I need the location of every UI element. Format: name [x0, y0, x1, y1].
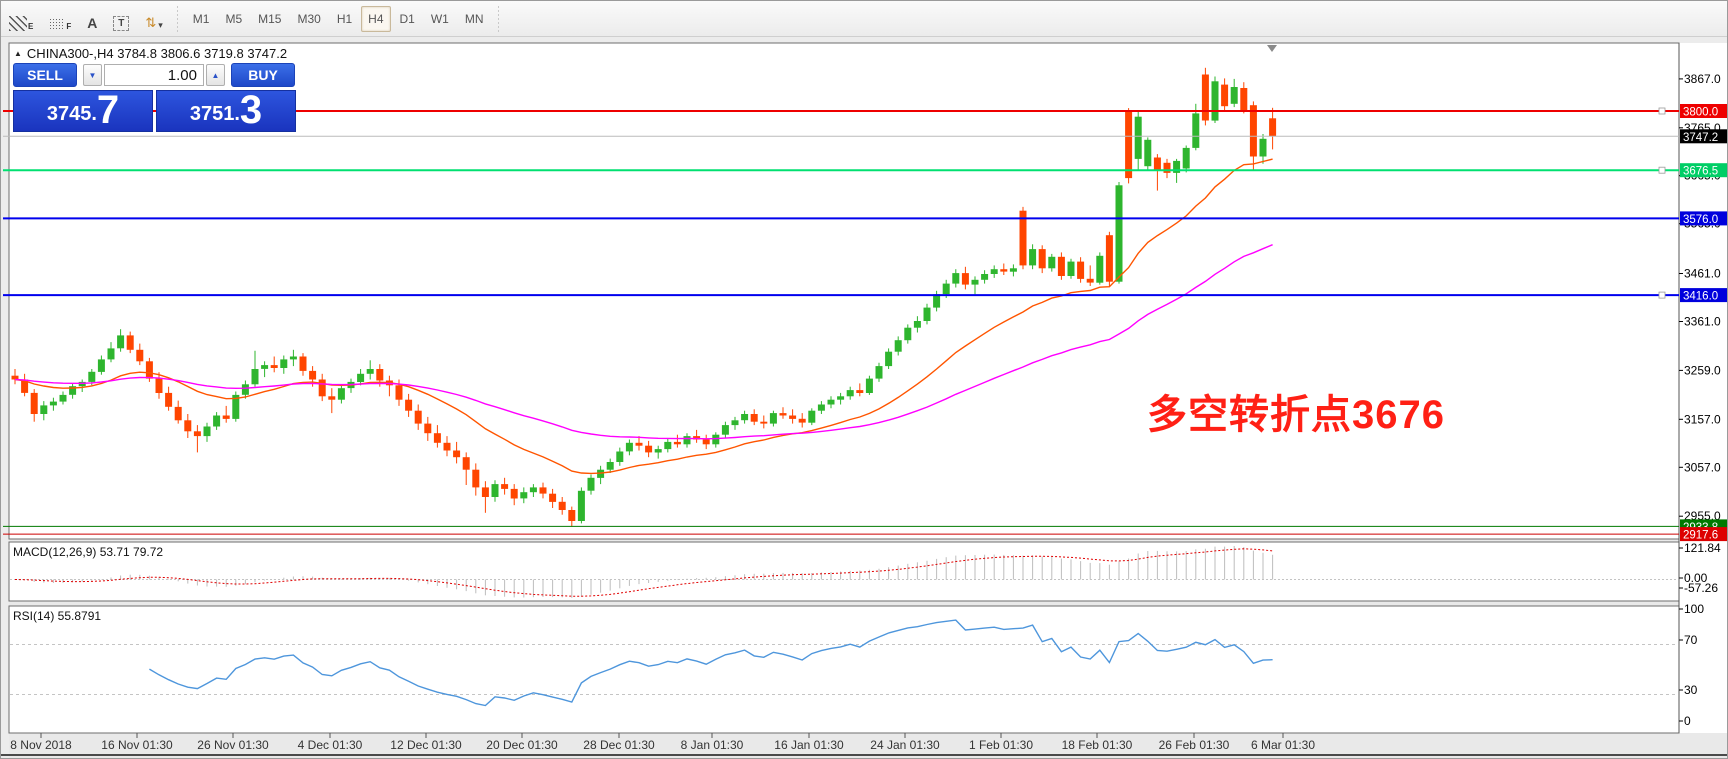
- timeframe-M15-button[interactable]: M15: [258, 11, 282, 26]
- buy-price-display[interactable]: 3751. 3: [156, 90, 296, 132]
- tool-grid-dots-button[interactable]: F: [42, 6, 78, 32]
- timeframe-M1-button[interactable]: M1: [192, 11, 210, 26]
- volume-input[interactable]: [104, 64, 204, 86]
- price-axis-column: [1679, 43, 1727, 733]
- symbol-ohlc-text: CHINA300-,H4 3784.8 3806.6 3719.8 3747.2: [26, 46, 288, 61]
- chart-annotation-text: 多空转折点3676: [1147, 393, 1445, 437]
- dot-grid-icon: [49, 17, 66, 31]
- time-tick-label: 28 Dec 01:30: [583, 738, 655, 752]
- toolbar-separator: [495, 5, 502, 32]
- price-badge-2917.6: [1680, 527, 1727, 542]
- sell-price-big-digit: 7: [96, 88, 120, 132]
- collapse-triangle-icon[interactable]: ▲: [14, 49, 22, 58]
- tool-text-label-button[interactable]: A: [80, 6, 104, 32]
- one-click-trade-panel: SELL ▼ ▲ BUY 3745.7 3751.3: [13, 63, 299, 132]
- timeframe-M30-button[interactable]: M30: [297, 11, 321, 26]
- toolbar-gap: [1, 37, 1727, 43]
- timeframe-H1-button[interactable]: H1: [336, 11, 353, 26]
- timeframe-W1-button[interactable]: W1: [430, 11, 449, 26]
- buy-price-main: 3751: [189, 103, 235, 125]
- chart-symbol-header: ▲ CHINA300-,H4 3784.8 3806.6 3719.8 3747…: [14, 46, 287, 61]
- time-tick-label: 8 Jan 01:30: [681, 738, 744, 752]
- timeframe-M5-button[interactable]: M5: [225, 11, 243, 26]
- volume-increase-button[interactable]: ▲: [206, 64, 225, 86]
- price-tick-label: 3259.0: [1684, 363, 1721, 377]
- buy-price-big-digit: 3: [239, 88, 263, 132]
- time-tick-label: 26 Feb 01:30: [1159, 738, 1230, 752]
- price-badge-3676.5: [1680, 163, 1727, 178]
- timeframe-D1-button[interactable]: D1: [399, 11, 415, 26]
- sell-price-dot: .: [91, 103, 97, 125]
- timeframe-MN-button[interactable]: MN: [464, 11, 484, 26]
- chart-shift-marker-icon: [1267, 45, 1277, 52]
- timeframe-H4-button[interactable]: H4: [361, 5, 391, 32]
- time-tick-label: 18 Feb 01:30: [1062, 738, 1133, 752]
- time-tick-label: 12 Dec 01:30: [390, 738, 462, 752]
- macd-panel[interactable]: [8, 541, 1680, 602]
- macd-axis-label: 0.00: [1684, 571, 1708, 585]
- buy-price-dot: .: [234, 103, 240, 125]
- window-bottom-border: [1, 754, 1727, 756]
- time-tick-label: 16 Nov 01:30: [101, 738, 173, 752]
- price-tick-label: 3867.0: [1684, 72, 1721, 86]
- tool-draw-hatch-button[interactable]: E: [2, 6, 40, 32]
- macd-axis-label: -57.26: [1684, 581, 1718, 595]
- price-badge-label: 3676.5: [1683, 166, 1718, 178]
- macd-histogram: [24, 546, 1274, 598]
- time-tick-label: 20 Dec 01:30: [486, 738, 558, 752]
- macd-axis-label: 121.84: [1684, 541, 1721, 555]
- price-badge-label: 2917.6: [1683, 530, 1718, 542]
- time-tick-label: 8 Nov 2018: [10, 738, 72, 752]
- text-box-icon: T: [113, 15, 130, 31]
- price-badge-label: 3747.2: [1683, 132, 1718, 144]
- rsi-axis-label: 70: [1684, 633, 1698, 647]
- time-tick-label: 6 Mar 01:30: [1251, 738, 1315, 752]
- price-badge-3800.0: [1680, 104, 1727, 118]
- price-badge-3576.0: [1680, 211, 1727, 226]
- price-badge-label: 3576.0: [1683, 214, 1718, 226]
- toolbar-separator: [174, 5, 181, 32]
- rsi-axis-label: 30: [1684, 683, 1698, 697]
- price-tick-label: 3157.0: [1684, 412, 1721, 426]
- dropdown-caret-icon: ▾: [158, 19, 163, 30]
- rsi-axis-label: 0: [1684, 714, 1691, 728]
- hline-anchor-handle[interactable]: [1658, 166, 1666, 174]
- toolbar: E F A T ⇅ ▾ M1 M5 M15 M30 H1 H4 D1 W1 MN: [1, 1, 1727, 37]
- tool-subscript-label: E: [28, 21, 34, 31]
- time-tick-label: 4 Dec 01:30: [298, 738, 363, 752]
- hline-anchor-handle[interactable]: [1658, 291, 1666, 299]
- price-tick-label: 3057.0: [1684, 460, 1721, 474]
- sell-button[interactable]: SELL: [13, 63, 77, 87]
- price-tick-label: 3461.0: [1684, 267, 1721, 281]
- price-badge-3416.0: [1680, 288, 1727, 303]
- time-tick-label: 24 Jan 01:30: [870, 738, 940, 752]
- sell-price-main: 3745: [46, 103, 92, 125]
- tool-arrows-button[interactable]: ⇅ ▾: [138, 6, 169, 32]
- time-tick-label: 1 Feb 01:30: [969, 738, 1033, 752]
- time-tick-label: 26 Nov 01:30: [197, 738, 269, 752]
- cycle-arrows-icon: ⇅: [145, 14, 157, 30]
- hatch-lines-icon: [9, 15, 27, 31]
- time-tick-label: 16 Jan 01:30: [774, 738, 844, 752]
- buy-button[interactable]: BUY: [231, 63, 295, 87]
- text-label-icon: A: [87, 14, 98, 31]
- macd-indicator-label: MACD(12,26,9) 53.71 79.72: [13, 545, 164, 559]
- rsi-indicator-label: RSI(14) 55.8791: [13, 609, 102, 623]
- ma-ema55-line: [14, 244, 1273, 440]
- price-badge-label: 3416.0: [1683, 291, 1718, 303]
- tool-text-box-button[interactable]: T: [106, 6, 136, 32]
- rsi-panel[interactable]: [8, 605, 1680, 734]
- tool-subscript-label: F: [66, 21, 72, 31]
- hline-anchor-handle[interactable]: [1658, 107, 1666, 115]
- rsi-line: [149, 619, 1273, 707]
- price-badge-3747.2: [1680, 129, 1727, 144]
- volume-decrease-button[interactable]: ▼: [83, 64, 102, 86]
- rsi-axis-label: 100: [1684, 602, 1704, 616]
- window-left-border: [1, 37, 9, 758]
- price-badge-label: 3800.0: [1683, 107, 1718, 119]
- sell-price-display[interactable]: 3745. 7: [13, 90, 153, 132]
- price-tick-label: 3361.0: [1684, 315, 1721, 329]
